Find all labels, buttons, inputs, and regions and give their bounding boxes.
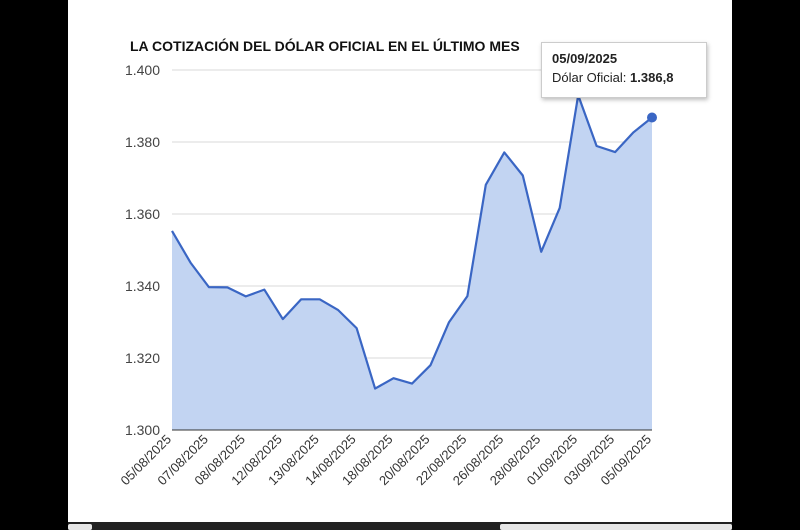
y-tick-label: 1.320 — [125, 350, 160, 366]
y-tick-label: 1.340 — [125, 278, 160, 294]
data-points — [647, 112, 657, 123]
tooltip-row: Dólar Oficial: 1.386,8 — [552, 70, 696, 85]
chart-title: LA COTIZACIÓN DEL DÓLAR OFICIAL EN EL ÚL… — [130, 37, 520, 54]
x-axis-tick-labels: 05/08/202507/08/202508/08/202512/08/2025… — [117, 432, 654, 489]
series-line-dolar-oficial — [171, 94, 653, 390]
tooltip-value: 1.386,8 — [630, 70, 674, 85]
tooltip-date: 05/09/2025 — [552, 51, 618, 66]
y-tick-label: 1.400 — [125, 62, 160, 78]
strip-segment-right — [500, 524, 732, 530]
bottom-scroll-strip — [68, 522, 732, 530]
y-tick-label: 1.380 — [125, 134, 160, 150]
y-tick-label: 1.360 — [125, 206, 160, 222]
y-axis-tick-labels: 1.300 1.320 1.340 1.360 1.380 1.400 — [125, 62, 160, 438]
data-point-highlighted[interactable] — [647, 112, 657, 123]
series-area-dolar-oficial — [172, 95, 652, 430]
strip-segment-left — [68, 524, 92, 530]
y-tick-label: 1.300 — [125, 422, 160, 438]
tooltip: 05/09/2025 Dólar Oficial: 1.386,8 — [541, 42, 707, 98]
tooltip-label: Dólar Oficial: — [552, 70, 627, 85]
